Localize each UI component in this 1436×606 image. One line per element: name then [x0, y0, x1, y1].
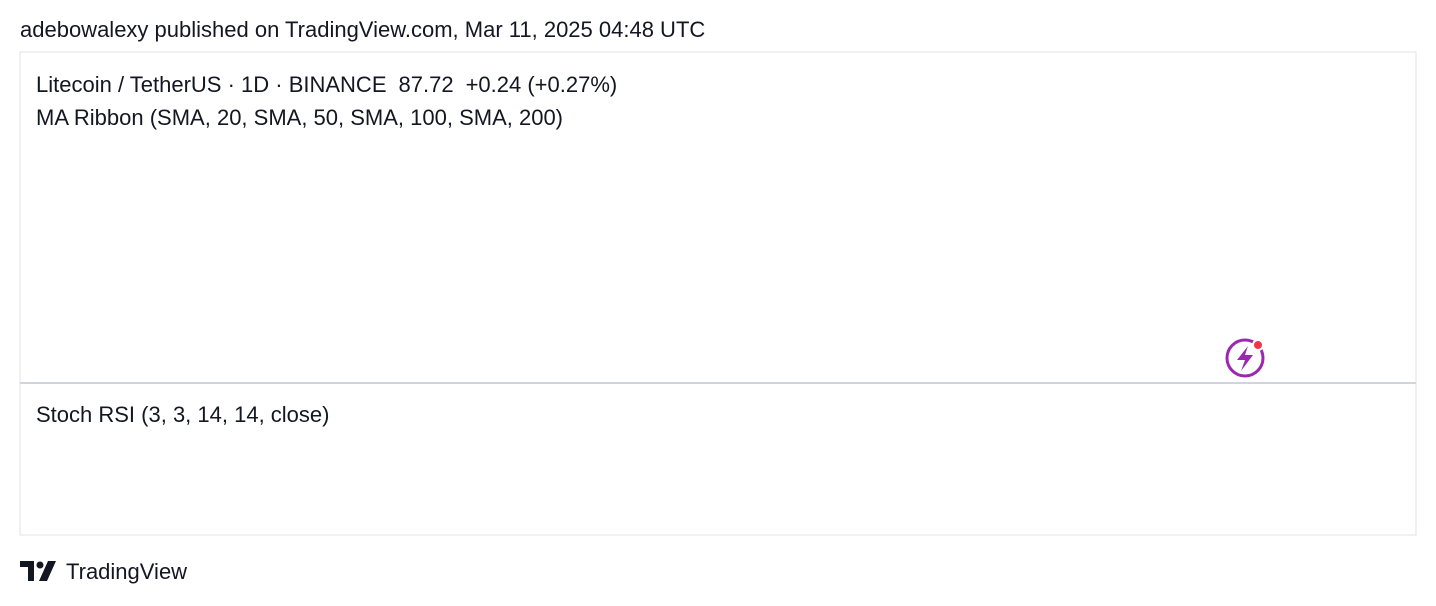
byline: adebowalexy published on TradingView.com…	[20, 17, 705, 42]
footer-brand: TradingView	[66, 559, 187, 584]
logo-shape	[20, 561, 34, 581]
logo-shape	[39, 561, 56, 581]
logo-shape	[36, 561, 44, 569]
symbol-title: Litecoin / TetherUS · 1D · BINANCE	[36, 72, 387, 97]
indicator-label: MA Ribbon (SMA, 20, SMA, 50, SMA, 100, S…	[36, 105, 563, 130]
footer-logo: TradingView	[20, 559, 187, 584]
alert-icon[interactable]	[1225, 338, 1265, 378]
indicator-label: Stoch RSI (3, 3, 14, 14, close)	[36, 402, 329, 427]
chart-frame	[19, 51, 1417, 536]
last-price: 87.72	[399, 72, 454, 97]
alert-bolt[interactable]	[1237, 346, 1253, 371]
legend: Litecoin / TetherUS · 1D · BINANCE 87.72…	[36, 72, 617, 427]
alert-dot[interactable]	[1252, 339, 1264, 351]
alert-ring[interactable]	[1225, 338, 1265, 378]
price-change: +0.24 (+0.27%)	[466, 72, 618, 97]
